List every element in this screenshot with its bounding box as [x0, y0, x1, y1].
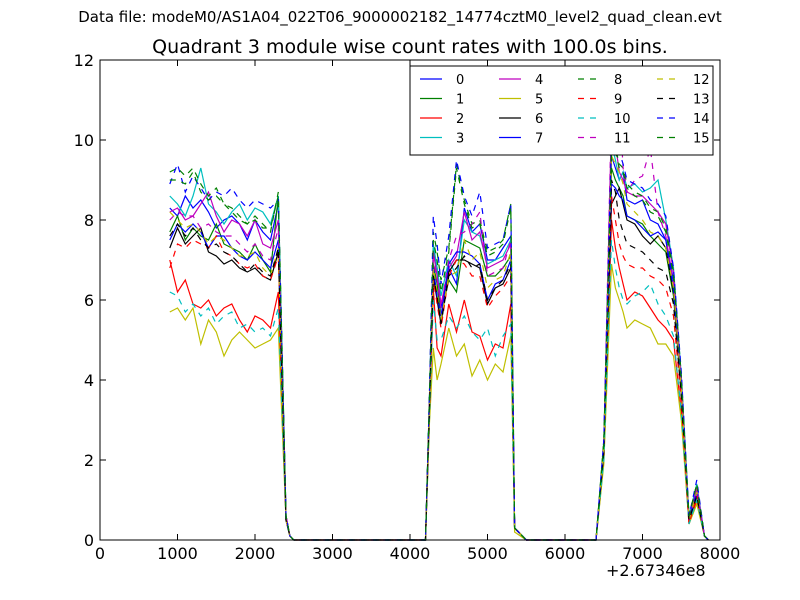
- legend-label-4: 4: [535, 73, 543, 88]
- x-tick-label: 4000: [390, 544, 431, 563]
- y-tick-label: 4: [84, 371, 94, 390]
- chart-title: Quadrant 3 module wise count rates with …: [152, 36, 668, 58]
- legend-label-13: 13: [693, 93, 710, 108]
- series-line-14: [169, 139, 709, 541]
- legend-label-5: 5: [535, 93, 543, 108]
- legend-label-8: 8: [614, 73, 622, 88]
- series-line-10: [169, 239, 709, 541]
- suptitle: Data file: modeM0/AS1A04_022T06_90000021…: [78, 8, 722, 26]
- x-tick-label: 8000: [700, 544, 741, 563]
- axis-ticks: 0 1000 2000 3000 4000 5000 6000 7000 80000246810…: [74, 51, 741, 563]
- series-line-12: [169, 155, 709, 541]
- series-line-11: [169, 99, 709, 541]
- series-line-1: [169, 167, 709, 541]
- series-line-9: [169, 195, 709, 541]
- x-offset-label: +2.67346e8: [606, 561, 706, 580]
- legend-frame: [409, 65, 714, 156]
- x-tick-label: 6000: [545, 544, 586, 563]
- legend-label-14: 14: [693, 112, 710, 127]
- series-line-3: [169, 143, 709, 541]
- series-line-4: [169, 119, 709, 541]
- x-tick-label: 0: [95, 544, 105, 563]
- legend-label-11: 11: [614, 132, 631, 147]
- series-line-13: [169, 179, 709, 541]
- series-line-0: [169, 155, 709, 541]
- y-tick-label: 12: [74, 51, 94, 70]
- x-tick-label: 2000: [235, 544, 276, 563]
- y-tick-label: 2: [84, 451, 94, 470]
- legend-label-3: 3: [456, 132, 464, 147]
- y-tick-label: 8: [84, 211, 94, 230]
- legend-label-6: 6: [535, 112, 543, 127]
- x-tick-label: 7000: [622, 544, 663, 563]
- legend-label-12: 12: [693, 73, 710, 88]
- series-line-6: [169, 186, 709, 541]
- x-tick-label: 3000: [312, 544, 353, 563]
- series-line-8: [169, 147, 709, 541]
- series-line-15: [169, 151, 709, 541]
- x-tick-label: 5000: [467, 544, 508, 563]
- legend-label-2: 2: [456, 112, 464, 127]
- y-tick-label: 10: [74, 131, 94, 150]
- legend-label-1: 1: [456, 93, 464, 108]
- legend-label-9: 9: [614, 93, 622, 108]
- legend-label-15: 15: [693, 132, 710, 147]
- legend-label-10: 10: [614, 112, 631, 127]
- series-line-7: [169, 182, 709, 541]
- y-tick-label: 0: [84, 531, 94, 550]
- legend-label-0: 0: [456, 73, 464, 88]
- series-line-2: [169, 219, 709, 541]
- series-lines: [169, 99, 709, 541]
- legend-label-7: 7: [535, 132, 543, 147]
- y-tick-label: 6: [84, 291, 94, 310]
- x-tick-label: 1000: [157, 544, 198, 563]
- series-line-5: [169, 263, 709, 541]
